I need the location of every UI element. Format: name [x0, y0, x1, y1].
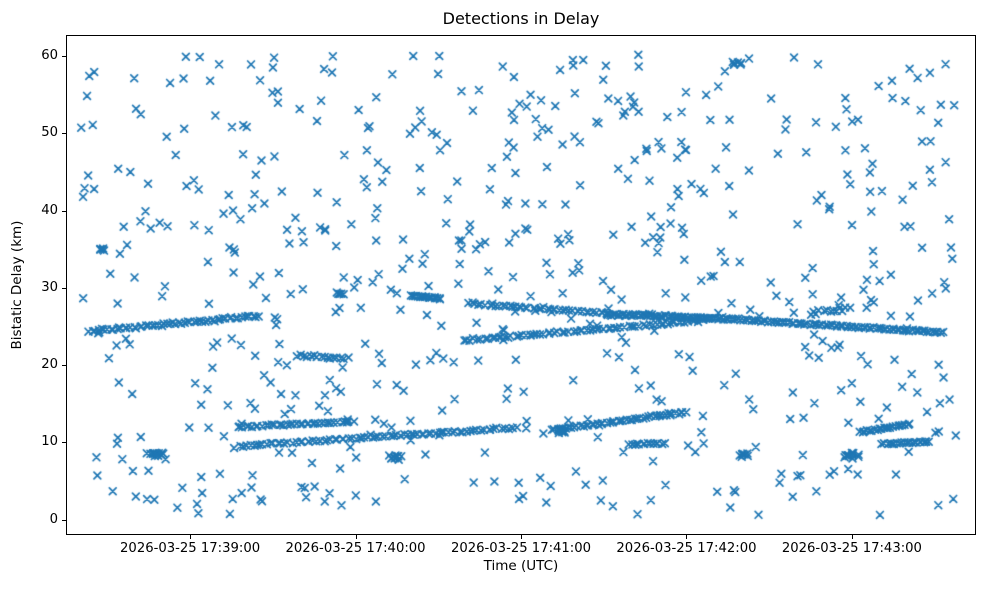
y-tick-label: 40: [41, 202, 58, 218]
x-tick-mark: [686, 535, 688, 539]
y-tick-label: 60: [41, 48, 58, 64]
x-tick-mark: [521, 535, 522, 539]
y-tick-label: 10: [41, 434, 58, 450]
x-tick-label: 2026-03-25 17:41:00: [450, 541, 592, 556]
y-tick-mark: [62, 133, 66, 135]
y-tick-label: 0: [49, 511, 58, 527]
x-tick-label: 2026-03-25 17:40:00: [285, 541, 426, 556]
scatter-canvas: [66, 35, 976, 535]
chart-title: Detections in Delay: [442, 9, 600, 28]
y-tick-label: 20: [41, 357, 58, 373]
y-tick-mark: [62, 287, 66, 289]
x-tick-mark: [190, 535, 192, 539]
y-tick-mark: [62, 442, 66, 444]
y-tick-label: 50: [41, 125, 58, 141]
x-tick-label: 2026-03-25 17:42:00: [616, 541, 757, 556]
y-tick-mark: [62, 365, 66, 367]
y-tick-mark: [62, 56, 66, 58]
x-axis-label: Time (UTC): [483, 558, 559, 574]
y-tick-mark: [62, 210, 66, 212]
x-tick-label: 2026-03-25 17:39:00: [120, 541, 261, 556]
x-tick-mark: [851, 535, 853, 539]
y-tick-label: 30: [41, 279, 58, 295]
x-tick-mark: [355, 535, 357, 539]
y-tick-mark: [62, 519, 66, 521]
x-tick-label: 2026-03-25 17:43:00: [781, 541, 922, 556]
